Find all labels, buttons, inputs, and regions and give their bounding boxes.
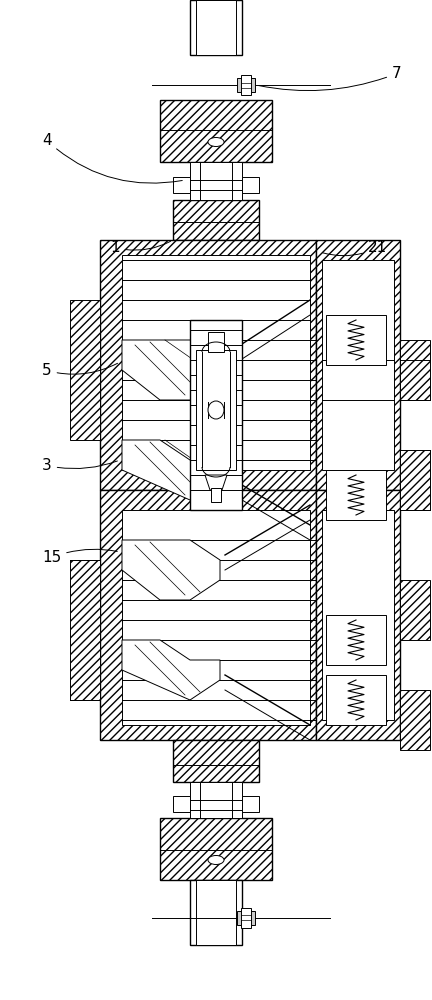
Bar: [400, 690, 430, 750]
Bar: [190, 320, 242, 510]
Text: 1: 1: [110, 240, 171, 255]
Bar: [190, 782, 242, 818]
Bar: [400, 450, 430, 510]
Bar: [242, 177, 259, 193]
Polygon shape: [122, 440, 220, 500]
Bar: [173, 796, 190, 812]
Bar: [237, 78, 255, 92]
Bar: [160, 818, 272, 880]
Text: 3: 3: [42, 458, 118, 473]
Text: 5: 5: [42, 363, 118, 378]
Ellipse shape: [208, 856, 224, 864]
Polygon shape: [205, 475, 227, 490]
Bar: [100, 490, 316, 740]
Bar: [122, 510, 310, 725]
Polygon shape: [122, 340, 220, 400]
Bar: [326, 615, 386, 665]
Bar: [196, 350, 236, 470]
Polygon shape: [122, 640, 220, 700]
Bar: [196, 0, 236, 55]
Bar: [316, 490, 400, 740]
Bar: [70, 560, 100, 700]
Bar: [237, 911, 255, 925]
Bar: [196, 880, 236, 945]
Bar: [211, 488, 221, 502]
Bar: [326, 675, 386, 725]
Bar: [326, 315, 386, 365]
Bar: [190, 880, 242, 945]
Bar: [208, 332, 224, 352]
Bar: [173, 200, 259, 240]
Text: 4: 4: [42, 133, 182, 183]
Bar: [322, 510, 394, 720]
Bar: [173, 740, 259, 782]
Bar: [322, 260, 394, 470]
Bar: [242, 796, 259, 812]
Bar: [100, 240, 316, 490]
Bar: [400, 580, 430, 640]
Bar: [190, 162, 242, 200]
Ellipse shape: [208, 137, 224, 146]
Ellipse shape: [208, 401, 224, 419]
Text: 15: 15: [42, 549, 117, 565]
Text: 7: 7: [259, 66, 402, 91]
Bar: [122, 255, 310, 470]
Bar: [316, 240, 400, 490]
Bar: [173, 177, 190, 193]
Polygon shape: [122, 540, 220, 600]
Bar: [400, 340, 430, 400]
Bar: [190, 0, 242, 55]
Bar: [326, 470, 386, 520]
Bar: [160, 100, 272, 162]
Text: 21: 21: [323, 240, 387, 256]
Bar: [241, 908, 251, 928]
Bar: [70, 300, 100, 440]
Bar: [241, 75, 251, 95]
